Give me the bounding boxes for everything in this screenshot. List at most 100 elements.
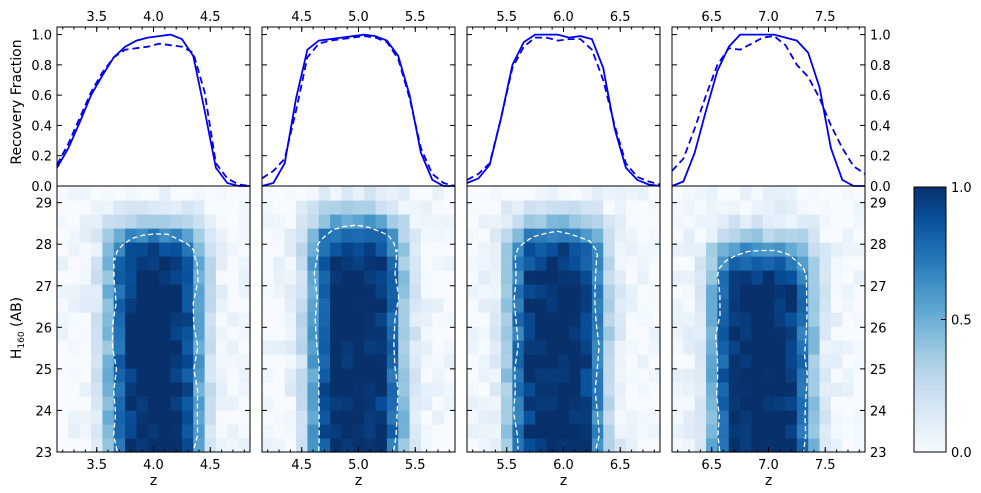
heatmap-cell xyxy=(853,256,866,271)
bottom-x-tick-label: 7.5 xyxy=(815,458,836,473)
right-bottom-y-tick-label: 28 xyxy=(870,238,887,253)
heatmap-cell xyxy=(683,410,696,425)
heatmap-cell xyxy=(341,270,354,285)
heatmap-cell xyxy=(181,256,194,271)
heatmap-cell xyxy=(569,438,582,453)
heatmap-cell xyxy=(307,424,320,439)
heatmap-cell xyxy=(478,410,491,425)
heatmap-cell xyxy=(648,340,661,355)
heatmap-cell xyxy=(330,354,343,369)
heatmap-cell xyxy=(147,326,160,341)
heatmap-cell xyxy=(842,368,855,383)
heatmap-cell xyxy=(842,438,855,453)
heatmap-cell xyxy=(603,396,616,411)
heatmap-cell xyxy=(215,368,228,383)
heatmap-cell xyxy=(569,298,582,313)
heatmap-cell xyxy=(740,396,753,411)
heatmap-cell xyxy=(398,410,411,425)
heatmap-cell xyxy=(728,368,741,383)
bottom-x-tick-label: 5.5 xyxy=(405,458,426,473)
heatmap-cell xyxy=(467,340,479,355)
heatmap-cell xyxy=(147,382,160,397)
heatmap-cell xyxy=(227,200,240,215)
top-x-tick-label: 4.0 xyxy=(143,10,164,25)
heatmap-cell xyxy=(523,438,536,453)
heatmap-cell xyxy=(215,298,228,313)
heatmap-cell xyxy=(467,242,479,257)
heatmap-cell xyxy=(364,368,377,383)
heatmap-cell xyxy=(546,242,559,257)
heatmap-cell xyxy=(91,270,104,285)
heatmap-cell xyxy=(694,312,707,327)
heatmap-cell xyxy=(853,340,866,355)
heatmap-cell xyxy=(694,214,707,229)
heatmap-cell xyxy=(307,340,320,355)
heatmap-cell xyxy=(501,326,514,341)
heatmap-cell xyxy=(91,186,104,201)
heatmap-cell xyxy=(523,368,536,383)
heatmap-cell xyxy=(512,200,525,215)
bottom-x-tick-label: 3.5 xyxy=(86,458,107,473)
heatmap-cell xyxy=(808,424,821,439)
heatmap-cell xyxy=(467,410,479,425)
heatmap-cell xyxy=(762,298,775,313)
heatmap-cell xyxy=(215,438,228,453)
heatmap-cell xyxy=(808,214,821,229)
heatmap-cell xyxy=(375,340,388,355)
heatmap-cell xyxy=(557,410,570,425)
heatmap-cell xyxy=(170,312,183,327)
heatmap-cell xyxy=(181,298,194,313)
heatmap-cell xyxy=(398,284,411,299)
heatmap-cell xyxy=(706,214,719,229)
heatmap-cell xyxy=(443,270,456,285)
heatmap-cell xyxy=(535,368,548,383)
heatmap-cell xyxy=(683,270,696,285)
heatmap-cell xyxy=(113,228,126,243)
heatmap-cell xyxy=(819,228,832,243)
heatmap-cell xyxy=(512,424,525,439)
heatmap-cell xyxy=(740,410,753,425)
heatmap-cell xyxy=(546,270,559,285)
heatmap-cell xyxy=(57,438,69,453)
heatmap-cell xyxy=(352,270,365,285)
heatmap-cell xyxy=(546,256,559,271)
heatmap-cell xyxy=(193,228,206,243)
heatmap-cell xyxy=(364,256,377,271)
heatmap-cell xyxy=(796,200,809,215)
heatmap-cell xyxy=(296,368,309,383)
left-top-y-tick-label: 0.8 xyxy=(31,59,52,74)
heatmap-cell xyxy=(215,326,228,341)
heatmap-cell xyxy=(375,214,388,229)
heatmap-cell xyxy=(557,368,570,383)
heatmap-cell xyxy=(227,214,240,229)
heatmap-cell xyxy=(318,424,331,439)
heatmap-cell xyxy=(136,284,149,299)
heatmap-cell xyxy=(147,438,160,453)
heatmap-cell xyxy=(307,368,320,383)
heatmap-cell xyxy=(102,186,115,201)
heatmap-cell xyxy=(706,396,719,411)
y-axis-labels: Recovery Fraction H160 (AB) 0.0 0.2 0.4 0.6… xyxy=(9,29,891,461)
heatmap-cell xyxy=(307,326,320,341)
heatmap-cell xyxy=(762,354,775,369)
heatmap-cell xyxy=(785,410,798,425)
heatmap-cell xyxy=(136,270,149,285)
colorbar-tick-label: 0.5 xyxy=(951,314,972,329)
heatmap-cell xyxy=(262,200,274,215)
heatmap-cell xyxy=(57,284,69,299)
heatmap-cell xyxy=(694,228,707,243)
heatmap-cell xyxy=(785,368,798,383)
heatmap-cell xyxy=(364,396,377,411)
heatmap-cell xyxy=(215,256,228,271)
top-x-tick-label: 5.0 xyxy=(348,10,369,25)
heatmap-cell xyxy=(478,438,491,453)
heatmap-cell xyxy=(478,256,491,271)
heatmap-cell xyxy=(170,228,183,243)
heatmap-cell xyxy=(296,326,309,341)
heatmap-cell xyxy=(193,396,206,411)
heatmap-cell xyxy=(296,396,309,411)
heatmap-cell xyxy=(341,284,354,299)
heatmap-cell xyxy=(535,256,548,271)
heatmap-cell xyxy=(68,340,81,355)
heatmap-cell xyxy=(432,382,445,397)
